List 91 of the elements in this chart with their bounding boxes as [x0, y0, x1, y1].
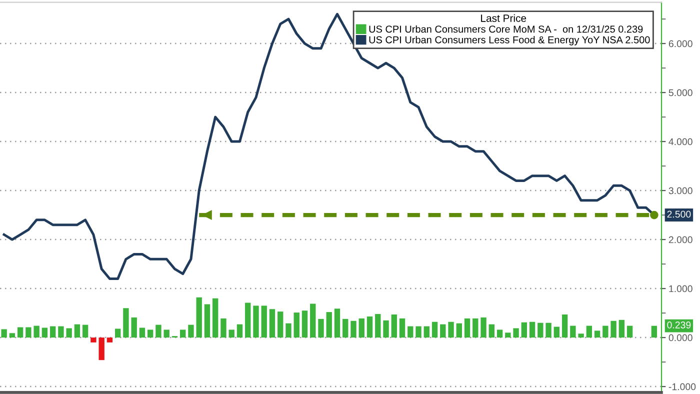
bar: [391, 314, 397, 338]
bar: [164, 330, 170, 338]
bar: [562, 314, 568, 338]
y-tick-label: 6.000: [668, 40, 692, 48]
bar: [131, 317, 137, 338]
bar: [278, 312, 284, 338]
bar: [334, 308, 340, 338]
bar: [594, 330, 600, 338]
bar: [554, 326, 560, 338]
bar: [375, 314, 381, 338]
bar: [521, 322, 528, 338]
bar: [538, 322, 544, 338]
bar: [42, 328, 48, 338]
bar: [82, 324, 88, 338]
bar: [66, 328, 72, 338]
bar: [196, 297, 202, 338]
bar: [424, 326, 430, 338]
bar: [610, 320, 616, 338]
bar: [90, 338, 96, 342]
bar: [326, 312, 332, 338]
bar: [570, 326, 576, 338]
bar: [358, 318, 364, 338]
bar: [505, 332, 511, 338]
bar: [123, 308, 129, 338]
bar: [106, 338, 113, 342]
bar: [488, 324, 494, 338]
bar: [480, 317, 486, 338]
bar: [114, 328, 121, 338]
bar: [58, 326, 64, 338]
y-tick-label: 5.000: [668, 89, 692, 96]
bar: [302, 310, 308, 338]
bar: [236, 324, 243, 338]
bar: [34, 326, 40, 338]
bar: [432, 322, 438, 338]
legend-label: US CPI Urban Consumers Less Food & Energy YoY NSA 2.500: [369, 36, 650, 46]
bar: [74, 324, 80, 338]
bar: [529, 322, 536, 338]
bar: [578, 334, 584, 338]
bar: [245, 302, 251, 338]
bar: [456, 323, 462, 338]
y-tick-label: 2.000: [668, 236, 692, 244]
y-tick-label: 3.000: [668, 187, 692, 194]
y-tick-label: 4.000: [668, 138, 692, 146]
bar: [546, 322, 552, 338]
bar: [139, 328, 146, 338]
bar: [513, 328, 519, 338]
y-tick-label: -1.000: [668, 383, 696, 390]
data-label: 2.500: [667, 210, 691, 218]
bar: [383, 320, 389, 338]
bar: [26, 327, 32, 338]
bar: [350, 320, 356, 338]
bar: [188, 324, 194, 338]
bar: [399, 318, 406, 338]
bar: [342, 318, 348, 338]
bar: [602, 326, 608, 338]
bar: [310, 304, 316, 338]
bar: [1, 329, 7, 338]
data-label: 0.239: [667, 322, 691, 328]
bar: [448, 322, 454, 338]
bar: [472, 318, 478, 338]
bar: [180, 330, 186, 338]
bar: [416, 326, 422, 338]
bar: [147, 330, 154, 338]
legend-label: US CPI Urban Consumers Core MoM SA - on 12/31/25 0.239: [369, 25, 643, 33]
bar: [228, 330, 234, 338]
bar: [366, 316, 373, 338]
bar: [50, 326, 56, 338]
bar: [9, 333, 16, 338]
bar: [408, 326, 414, 338]
bar: [651, 326, 658, 338]
bar: [286, 323, 292, 338]
bar: [586, 326, 592, 338]
bar: [156, 324, 162, 338]
legend-title: Last Price: [481, 14, 526, 22]
bar: [440, 324, 446, 338]
bar: [253, 306, 259, 338]
bar: [318, 318, 324, 338]
bar: [464, 318, 470, 338]
bar: [212, 298, 218, 338]
bar: [17, 327, 24, 338]
bar: [269, 309, 276, 338]
bar: [626, 326, 633, 338]
bar: [261, 306, 267, 338]
bar: [294, 312, 300, 338]
bar: [220, 318, 226, 338]
bar: [98, 338, 104, 360]
bar: [618, 320, 625, 338]
bar: [204, 304, 210, 338]
y-tick-label: 0.000: [668, 334, 692, 342]
y-tick-label: 1.000: [669, 285, 692, 292]
bar: [496, 330, 503, 338]
